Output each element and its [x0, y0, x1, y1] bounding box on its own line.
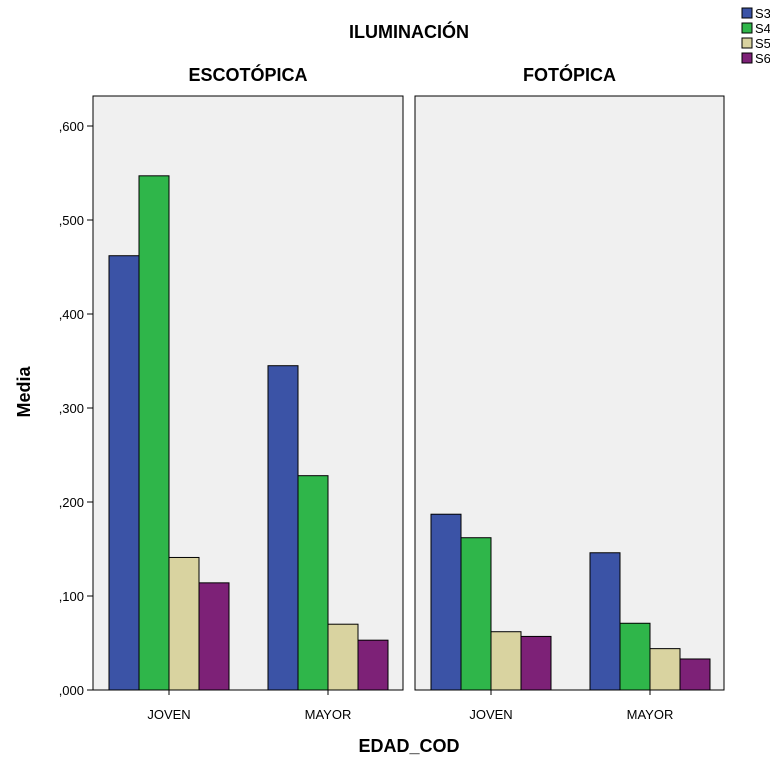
legend-label-s3: S3 — [755, 6, 770, 21]
y-tick-label: ,400 — [59, 307, 84, 322]
bar-s6-joven — [198, 582, 230, 691]
legend-swatch-s6 — [741, 52, 753, 64]
legend-swatch-s5 — [741, 37, 753, 49]
legend-label-s6: S6 — [755, 51, 770, 66]
bar-s6-mayor — [357, 639, 389, 691]
bar-s5-mayor — [327, 623, 359, 691]
y-tick-label: ,100 — [59, 589, 84, 604]
bar-s3-joven — [430, 513, 462, 691]
y-tick-label: ,500 — [59, 213, 84, 228]
bar-s3-mayor — [589, 552, 621, 691]
bar-s3-mayor — [267, 365, 299, 691]
panel-0: ESCOTÓPICA JOVEN MAYOR — [92, 64, 404, 722]
x-tick-label: MAYOR — [627, 707, 674, 722]
legend-swatch-s3 — [741, 7, 753, 19]
y-tick-label: ,600 — [59, 119, 84, 134]
x-tick-label: JOVEN — [147, 707, 190, 722]
bar-s5-mayor — [649, 648, 681, 691]
bar-s6-mayor — [679, 658, 711, 691]
y-tick-label: ,000 — [59, 683, 84, 698]
panel-title: FOTÓPICA — [523, 64, 616, 85]
y-tick-label: ,300 — [59, 401, 84, 416]
x-tick-label: MAYOR — [305, 707, 352, 722]
chart-panels: ESCOTÓPICA JOVEN MAYOR FOTÓPICA JOVEN MAYOR — [92, 64, 725, 722]
bar-s4-mayor — [619, 622, 651, 691]
bar-s4-mayor — [297, 475, 329, 691]
bar-s6-joven — [520, 635, 552, 691]
bar-s3-joven — [108, 255, 140, 691]
legend-label-s5: S5 — [755, 36, 770, 51]
bar-s4-joven — [460, 537, 492, 691]
bar-s5-joven — [168, 556, 200, 691]
panel-title: ESCOTÓPICA — [188, 64, 307, 85]
legend-label-s4: S4 — [755, 21, 770, 36]
x-axis-label: EDAD_COD — [358, 736, 459, 756]
y-tick-label: ,200 — [59, 495, 84, 510]
x-tick-label: JOVEN — [469, 707, 512, 722]
chart-title: ILUMINACIÓN — [349, 21, 469, 42]
panel-1: FOTÓPICA JOVEN MAYOR — [414, 64, 725, 722]
y-axis: ,000 ,100 ,200 ,300 ,400 ,500 ,600 — [59, 119, 93, 698]
y-axis-label: Media — [14, 366, 34, 418]
bar-s4-joven — [138, 175, 170, 691]
bar-s5-joven — [490, 631, 522, 691]
legend-swatch-s4 — [741, 22, 753, 34]
